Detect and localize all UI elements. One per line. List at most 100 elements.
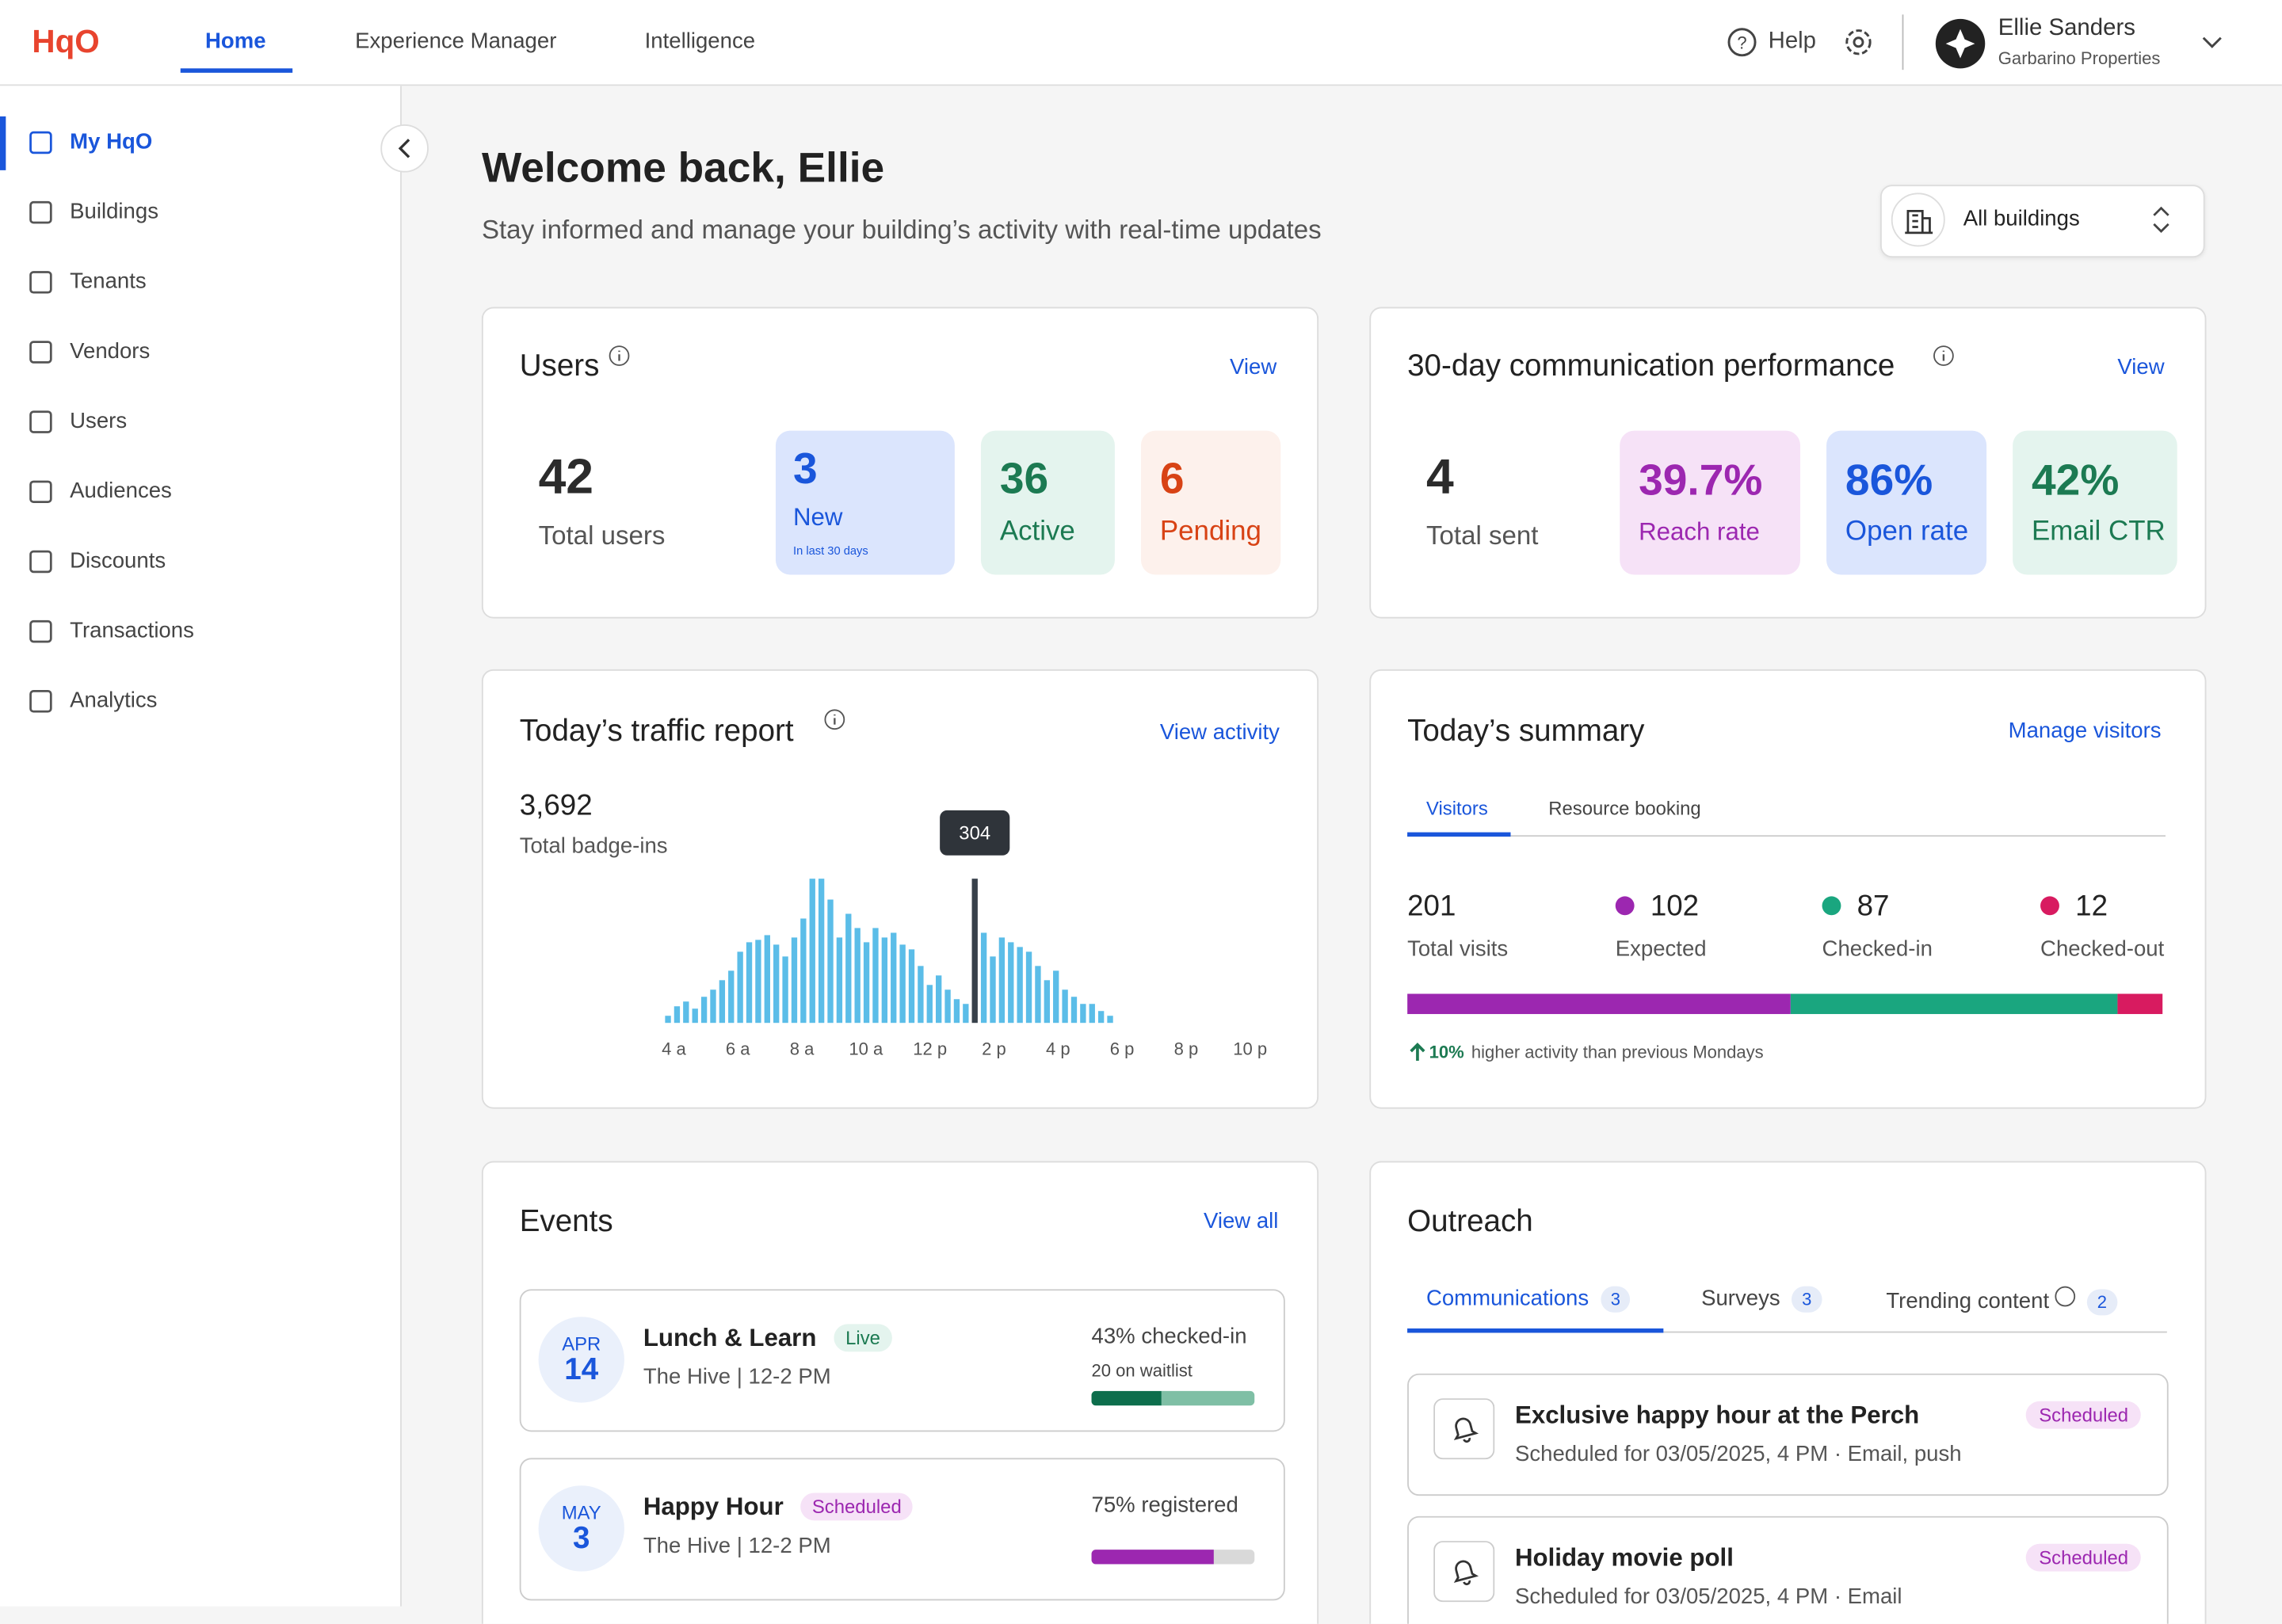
page-title: Welcome back, Ellie	[481, 145, 885, 193]
sidebar-item[interactable]: Tenants	[70, 269, 147, 295]
stat-label: Total visits	[1407, 936, 1509, 963]
bar	[737, 951, 743, 1024]
tab[interactable]: Communications 3	[1425, 1286, 1631, 1313]
icon-shape	[29, 131, 52, 154]
info-icon[interactable]	[1933, 345, 1955, 367]
stat-value: 39.7%	[1639, 456, 1763, 505]
bar	[827, 899, 834, 1024]
legend-dot	[1615, 896, 1635, 916]
trend-value: 10%	[1429, 1042, 1464, 1062]
bar	[963, 1004, 969, 1024]
user-name[interactable]: Ellie Sanders	[1998, 16, 2135, 41]
stat-value: 4	[1425, 449, 1454, 505]
summary-bar	[1407, 993, 2163, 1015]
nav-underline	[180, 68, 293, 73]
card-link[interactable]: Manage visitors	[2008, 719, 2162, 744]
page-subtitle: Stay informed and manage your building’s…	[481, 215, 1322, 245]
sidebar-item[interactable]: Transactions	[70, 618, 194, 643]
bar	[1097, 1011, 1105, 1024]
settings-icon[interactable]	[1842, 26, 1874, 58]
traffic-chart: 4 a 6 a 8 a 10 a 12 p 2 p 4 p 6 p 8 p 10 p 304	[662, 810, 1267, 1059]
tab[interactable]: Resource booking	[1548, 797, 1701, 820]
bar	[980, 932, 987, 1024]
avatar[interactable]	[1934, 17, 1986, 70]
tab-underline	[1407, 1328, 1664, 1333]
event-month: MAY	[561, 1501, 601, 1524]
card-link[interactable]: View activity	[1159, 720, 1280, 745]
bar	[818, 879, 825, 1024]
tab-label[interactable]: Trending content	[1886, 1289, 2050, 1314]
bar	[692, 1008, 698, 1024]
x-tick-label: 6 p	[1110, 1039, 1135, 1059]
sidebar-item[interactable]: Audiences	[70, 478, 172, 504]
building-select-label[interactable]: All buildings	[1963, 206, 2080, 232]
event-note: 20 on waitlist	[1091, 1360, 1193, 1382]
nav-item[interactable]: Experience Manager	[355, 29, 557, 54]
stat-value: 87	[1857, 890, 1890, 923]
stat-label: Reach rate	[1639, 517, 1760, 546]
tab[interactable]: Surveys 3	[1701, 1286, 1822, 1313]
sidebar-item[interactable]: Vendors	[70, 338, 151, 364]
bar	[809, 879, 815, 1024]
stat-value: 3,692	[519, 790, 593, 822]
tab-label[interactable]: Communications	[1425, 1286, 1589, 1311]
tab[interactable]: Trending content 2	[1886, 1286, 2117, 1316]
bar	[1044, 980, 1050, 1024]
user-org: Garbarino Properties	[1998, 48, 2161, 69]
sidebar-item[interactable]: Users	[70, 409, 128, 434]
tooltip-value: 304	[959, 823, 990, 844]
bar	[845, 913, 852, 1024]
status-pill: Scheduled	[2025, 1543, 2142, 1572]
bar	[944, 989, 951, 1024]
user-menu-chevron[interactable]	[2200, 32, 2223, 52]
info-icon[interactable]	[2055, 1286, 2076, 1307]
card-title: Today’s traffic report	[519, 714, 794, 749]
icon-frame	[1433, 1398, 1495, 1460]
bar	[891, 932, 897, 1024]
bar	[1035, 966, 1041, 1024]
sidebar-item[interactable]: My HqO	[70, 129, 153, 154]
card-link[interactable]: View	[2117, 355, 2165, 380]
stat-value: 3	[793, 445, 818, 494]
nav-item[interactable]: Home	[204, 29, 266, 54]
x-tick-label: 12 p	[913, 1039, 947, 1059]
tab-label[interactable]: Surveys	[1701, 1286, 1780, 1311]
sidebar-item[interactable]: Buildings	[70, 199, 158, 224]
outreach-row[interactable]	[1407, 1373, 2169, 1496]
event-row[interactable]	[519, 1458, 1285, 1601]
stat-label: Total sent	[1425, 520, 1539, 551]
tab[interactable]: Visitors	[1425, 797, 1488, 820]
outreach-title: Holiday movie poll	[1515, 1543, 1734, 1572]
bar	[908, 949, 915, 1024]
sidebar-icon	[29, 341, 52, 364]
collapse-button[interactable]	[380, 124, 429, 173]
stat-tile	[2013, 430, 2177, 575]
stat-value: 201	[1407, 890, 1456, 923]
sidebar-icon	[29, 619, 52, 643]
help-icon[interactable]: ?	[1726, 26, 1757, 58]
info-icon[interactable]	[609, 345, 631, 367]
icon-shape	[29, 480, 52, 504]
sidebar-item[interactable]: Analytics	[70, 688, 158, 713]
bar-segment	[1790, 993, 2118, 1015]
nav-item[interactable]: Intelligence	[644, 29, 756, 54]
card-link[interactable]: View	[1230, 355, 1277, 380]
info-icon[interactable]	[824, 708, 846, 730]
stat-tile	[1826, 430, 1987, 575]
active-indicator	[0, 116, 6, 170]
bell-icon	[1433, 1541, 1495, 1603]
bar	[1107, 1016, 1113, 1024]
tab-count: 3	[1792, 1286, 1822, 1313]
sidebar-item[interactable]: Discounts	[70, 548, 166, 574]
sidebar-icon	[29, 271, 52, 294]
bar	[872, 928, 879, 1024]
bar	[899, 944, 906, 1024]
event-place: The Hive | 12-2 PM	[643, 1533, 831, 1559]
bar	[1025, 951, 1032, 1024]
help-link[interactable]: Help	[1768, 29, 1817, 54]
sidebar-icon	[29, 690, 52, 713]
logo[interactable]: HqO	[32, 23, 100, 60]
event-row[interactable]	[519, 1289, 1285, 1432]
card-link[interactable]: View all	[1203, 1209, 1279, 1234]
